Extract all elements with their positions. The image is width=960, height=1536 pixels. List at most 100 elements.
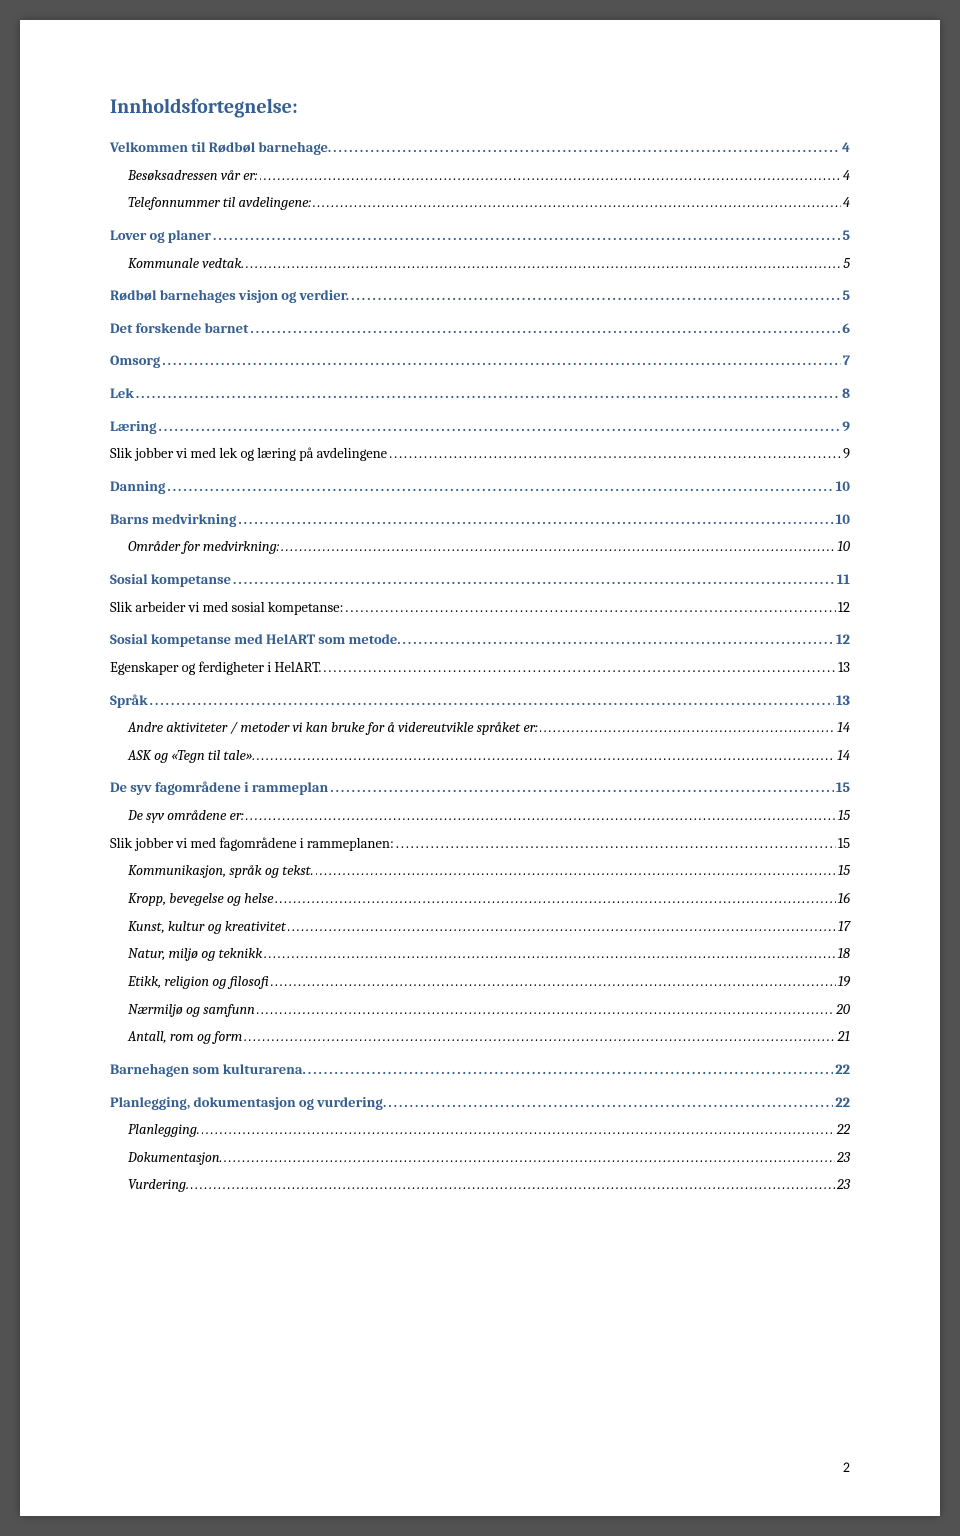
- toc-entry-page: 10: [836, 475, 850, 500]
- toc-entry[interactable]: De syv områdene er:15: [110, 804, 850, 829]
- toc-leader-dots: [162, 349, 841, 374]
- toc-leader-dots: [191, 1173, 835, 1198]
- toc-entry[interactable]: Sosial kompetanse med HelART som metode.…: [110, 628, 850, 653]
- toc-entry[interactable]: Planlegging, dokumentasjon og vurdering.…: [110, 1091, 850, 1116]
- toc-leader-dots: [351, 284, 840, 309]
- toc-leader-dots: [333, 136, 840, 161]
- toc-entry-page: 9: [842, 415, 850, 440]
- toc-entry[interactable]: Danning 10: [110, 475, 850, 500]
- toc-entry-label: Velkommen til Rødbøl barnehage.: [110, 136, 331, 161]
- toc-entry-label: De syv områdene er:: [128, 804, 244, 829]
- toc-entry-page: 12: [836, 628, 850, 653]
- toc-entry[interactable]: ASK og «Tegn til tale».14: [110, 744, 850, 769]
- toc-entry-label: Kommunikasjon, språk og tekst.: [128, 859, 314, 884]
- toc-entry-page: 23: [837, 1146, 850, 1171]
- toc-entry-page: 11: [837, 568, 850, 593]
- toc-entry-label: Kropp, bevegelse og helse: [128, 887, 273, 912]
- toc-entry[interactable]: Rødbøl barnehages visjon og verdier.5: [110, 284, 850, 309]
- toc-entry-page: 5: [842, 224, 850, 249]
- toc-entry[interactable]: Omsorg7: [110, 349, 850, 374]
- toc-leader-dots: [396, 832, 836, 857]
- toc-entry[interactable]: Læring9: [110, 415, 850, 440]
- toc-entry-label: Rødbøl barnehages visjon og verdier.: [110, 284, 349, 309]
- toc-entry-page: 22: [837, 1118, 850, 1143]
- toc-entry-label: Slik arbeider vi med sosial kompetanse:: [110, 596, 343, 621]
- toc-entry[interactable]: Etikk, religion og filosofi 19: [110, 970, 850, 995]
- toc-entry-page: 14: [837, 744, 850, 769]
- toc-leader-dots: [167, 475, 833, 500]
- toc-entry[interactable]: Nærmiljø og samfunn 20: [110, 998, 850, 1023]
- toc-leader-dots: [288, 915, 836, 940]
- toc-entry[interactable]: Kommunikasjon, språk og tekst. 15: [110, 859, 850, 884]
- toc-entry-label: Barns medvirkning: [110, 508, 236, 533]
- toc-entry-page: 9: [843, 442, 850, 467]
- toc-entry[interactable]: Besøksadressen vår er:4: [110, 164, 850, 189]
- toc-leader-dots: [224, 1146, 835, 1171]
- toc-entry[interactable]: Kommunale vedtak. 5: [110, 252, 850, 277]
- toc-entry[interactable]: Barnehagen som kulturarena.22: [110, 1058, 850, 1083]
- toc-entry-page: 5: [843, 252, 850, 277]
- toc-entry-label: De syv fagområdene i rammeplan: [110, 776, 328, 801]
- toc-entry[interactable]: Barns medvirkning10: [110, 508, 850, 533]
- toc-entry-page: 16: [838, 887, 850, 912]
- toc-entry-page: 7: [843, 349, 850, 374]
- toc-leader-dots: [150, 689, 834, 714]
- toc-entry[interactable]: Telefonnummer til avdelingene:4: [110, 191, 850, 216]
- toc-leader-dots: [323, 656, 836, 681]
- toc-entry[interactable]: Språk13: [110, 689, 850, 714]
- toc-leader-dots: [250, 317, 840, 342]
- toc-entry-label: Etikk, religion og filosofi: [128, 970, 269, 995]
- toc-leader-dots: [271, 970, 836, 995]
- toc-entry[interactable]: Områder for medvirkning:10: [110, 535, 850, 560]
- toc-leader-dots: [264, 942, 835, 967]
- toc-leader-dots: [313, 191, 841, 216]
- toc-entry-page: 23: [837, 1173, 850, 1198]
- toc-entry-label: Planlegging, dokumentasjon og vurdering.: [110, 1091, 386, 1116]
- toc-entry[interactable]: Natur, miljø og teknikk18: [110, 942, 850, 967]
- toc-entry[interactable]: Slik arbeider vi med sosial kompetanse:1…: [110, 596, 850, 621]
- toc-entry[interactable]: Dokumentasjon.23: [110, 1146, 850, 1171]
- toc-container: Velkommen til Rødbøl barnehage.4 Besøksad…: [110, 136, 850, 1198]
- toc-leader-dots: [202, 1118, 835, 1143]
- toc-entry[interactable]: Det forskende barnet6: [110, 317, 850, 342]
- toc-entry-label: Natur, miljø og teknikk: [128, 942, 262, 967]
- toc-leader-dots: [246, 804, 836, 829]
- toc-entry[interactable]: Antall, rom og form21: [110, 1025, 850, 1050]
- toc-entry-label: Telefonnummer til avdelingene:: [128, 191, 311, 216]
- toc-entry[interactable]: De syv fagområdene i rammeplan15: [110, 776, 850, 801]
- toc-entry-page: 15: [838, 832, 850, 857]
- toc-leader-dots: [136, 382, 840, 407]
- toc-entry-page: 8: [842, 382, 850, 407]
- toc-leader-dots: [281, 535, 835, 560]
- toc-leader-dots: [246, 252, 841, 277]
- toc-entry-page: 22: [835, 1091, 850, 1116]
- toc-leader-dots: [330, 776, 834, 801]
- toc-leader-dots: [316, 859, 836, 884]
- toc-entry[interactable]: Andre aktiviteter / metoder vi kan bruke…: [110, 716, 850, 741]
- toc-entry[interactable]: Lover og planer5: [110, 224, 850, 249]
- toc-entry-label: Antall, rom og form: [128, 1025, 242, 1050]
- toc-entry-label: Besøksadressen vår er:: [128, 164, 258, 189]
- toc-entry-page: 15: [838, 859, 850, 884]
- toc-entry-page: 10: [837, 535, 850, 560]
- toc-leader-dots: [244, 1025, 835, 1050]
- toc-entry[interactable]: Lek8: [110, 382, 850, 407]
- toc-entry-page: 19: [838, 970, 850, 995]
- page-number: 2: [843, 1459, 850, 1476]
- toc-entry-label: Danning: [110, 475, 165, 500]
- toc-entry[interactable]: Egenskaper og ferdigheter i HelART.13: [110, 656, 850, 681]
- toc-entry-page: 20: [836, 998, 850, 1023]
- toc-entry-page: 22: [835, 1058, 850, 1083]
- toc-entry[interactable]: Sosial kompetanse11: [110, 568, 850, 593]
- toc-entry-label: Kommunale vedtak.: [128, 252, 244, 277]
- toc-entry-label: Nærmiljø og samfunn: [128, 998, 255, 1023]
- toc-entry[interactable]: Kropp, bevegelse og helse 16: [110, 887, 850, 912]
- toc-entry[interactable]: Kunst, kultur og kreativitet17: [110, 915, 850, 940]
- toc-entry[interactable]: Planlegging.22: [110, 1118, 850, 1143]
- toc-entry[interactable]: Slik jobber vi med lek og læring på avde…: [110, 442, 850, 467]
- toc-entry[interactable]: Slik jobber vi med fagområdene i rammepl…: [110, 832, 850, 857]
- toc-entry[interactable]: Vurdering.23: [110, 1173, 850, 1198]
- toc-leader-dots: [308, 1058, 833, 1083]
- toc-entry[interactable]: Velkommen til Rødbøl barnehage.4: [110, 136, 850, 161]
- toc-leader-dots: [389, 442, 841, 467]
